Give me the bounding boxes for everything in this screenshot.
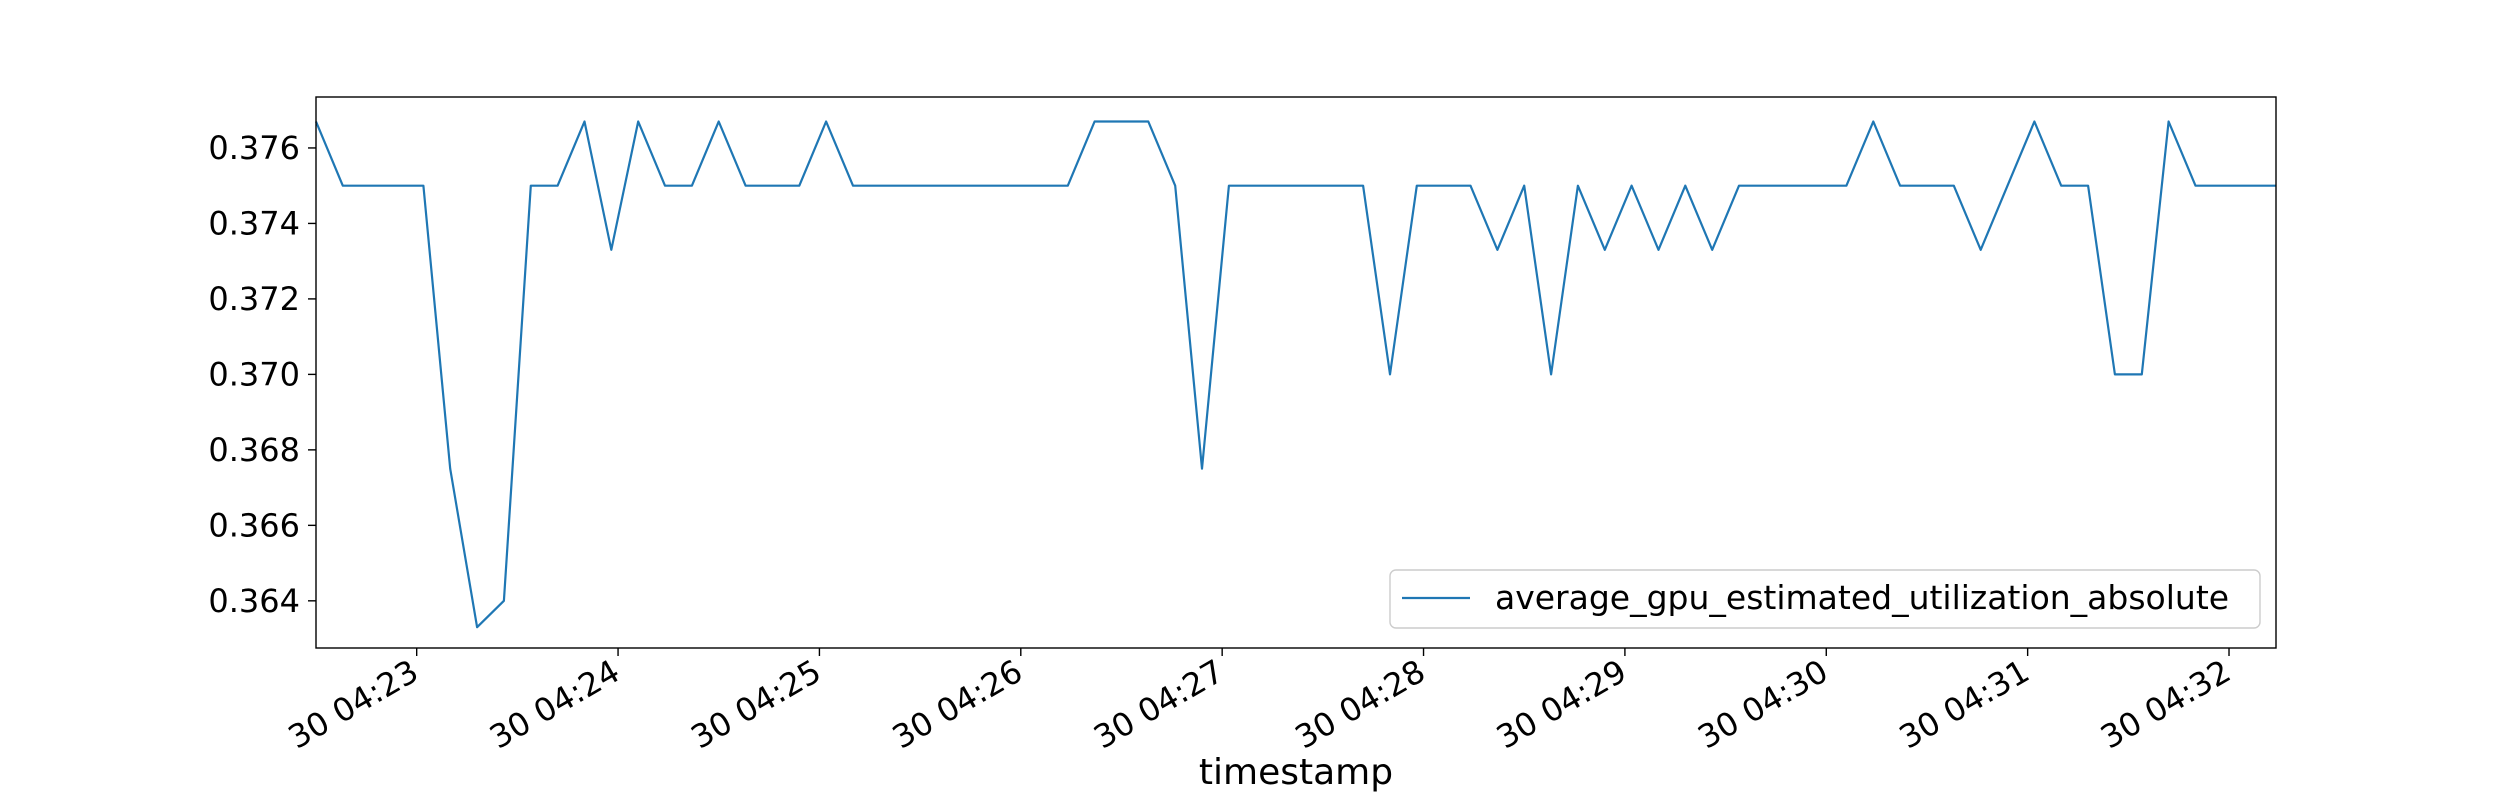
x-tick-label: 30 04:28 <box>1289 652 1432 756</box>
x-tick-label: 30 04:32 <box>2094 652 2237 756</box>
x-axis: 30 04:23 30 04:24 30 04:25 30 04:26 30 04:27… <box>282 648 2237 756</box>
series-line <box>314 120 2276 629</box>
x-tick-label: 30 04:25 <box>684 652 827 756</box>
x-tick-label: 30 04:26 <box>886 652 1029 756</box>
legend: average_gpu_estimated_utilization_absolu… <box>1389 569 2261 629</box>
y-tick-label: 0.372 <box>208 280 300 318</box>
y-tick-label: 0.376 <box>208 129 300 167</box>
legend-box <box>1389 569 2261 629</box>
y-tick-label: 0.368 <box>208 431 300 469</box>
x-tick-label: 30 04:24 <box>483 652 626 756</box>
x-tick-label: 30 04:30 <box>1691 652 1834 756</box>
legend-label: average_gpu_estimated_utilization_absolu… <box>1495 578 2229 617</box>
x-axis-label: timestamp <box>1199 752 1393 793</box>
y-tick-label: 0.370 <box>208 355 300 393</box>
plot-area <box>314 96 2277 649</box>
y-tick-label: 0.366 <box>208 506 300 544</box>
plot-frame <box>315 96 2277 649</box>
y-axis: 0.364 0.366 0.368 0.370 0.372 0.374 0.376 <box>208 129 316 620</box>
x-tick-label: 30 04:29 <box>1490 652 1633 756</box>
x-tick-label: 30 04:23 <box>282 652 425 756</box>
x-tick-label: 30 04:27 <box>1087 652 1230 756</box>
x-tick-label: 30 04:31 <box>1893 652 2036 756</box>
y-tick-label: 0.364 <box>208 582 300 620</box>
y-tick-label: 0.374 <box>208 204 300 242</box>
